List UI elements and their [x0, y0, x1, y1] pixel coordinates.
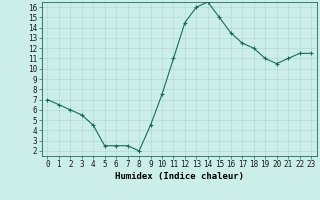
X-axis label: Humidex (Indice chaleur): Humidex (Indice chaleur)	[115, 172, 244, 181]
